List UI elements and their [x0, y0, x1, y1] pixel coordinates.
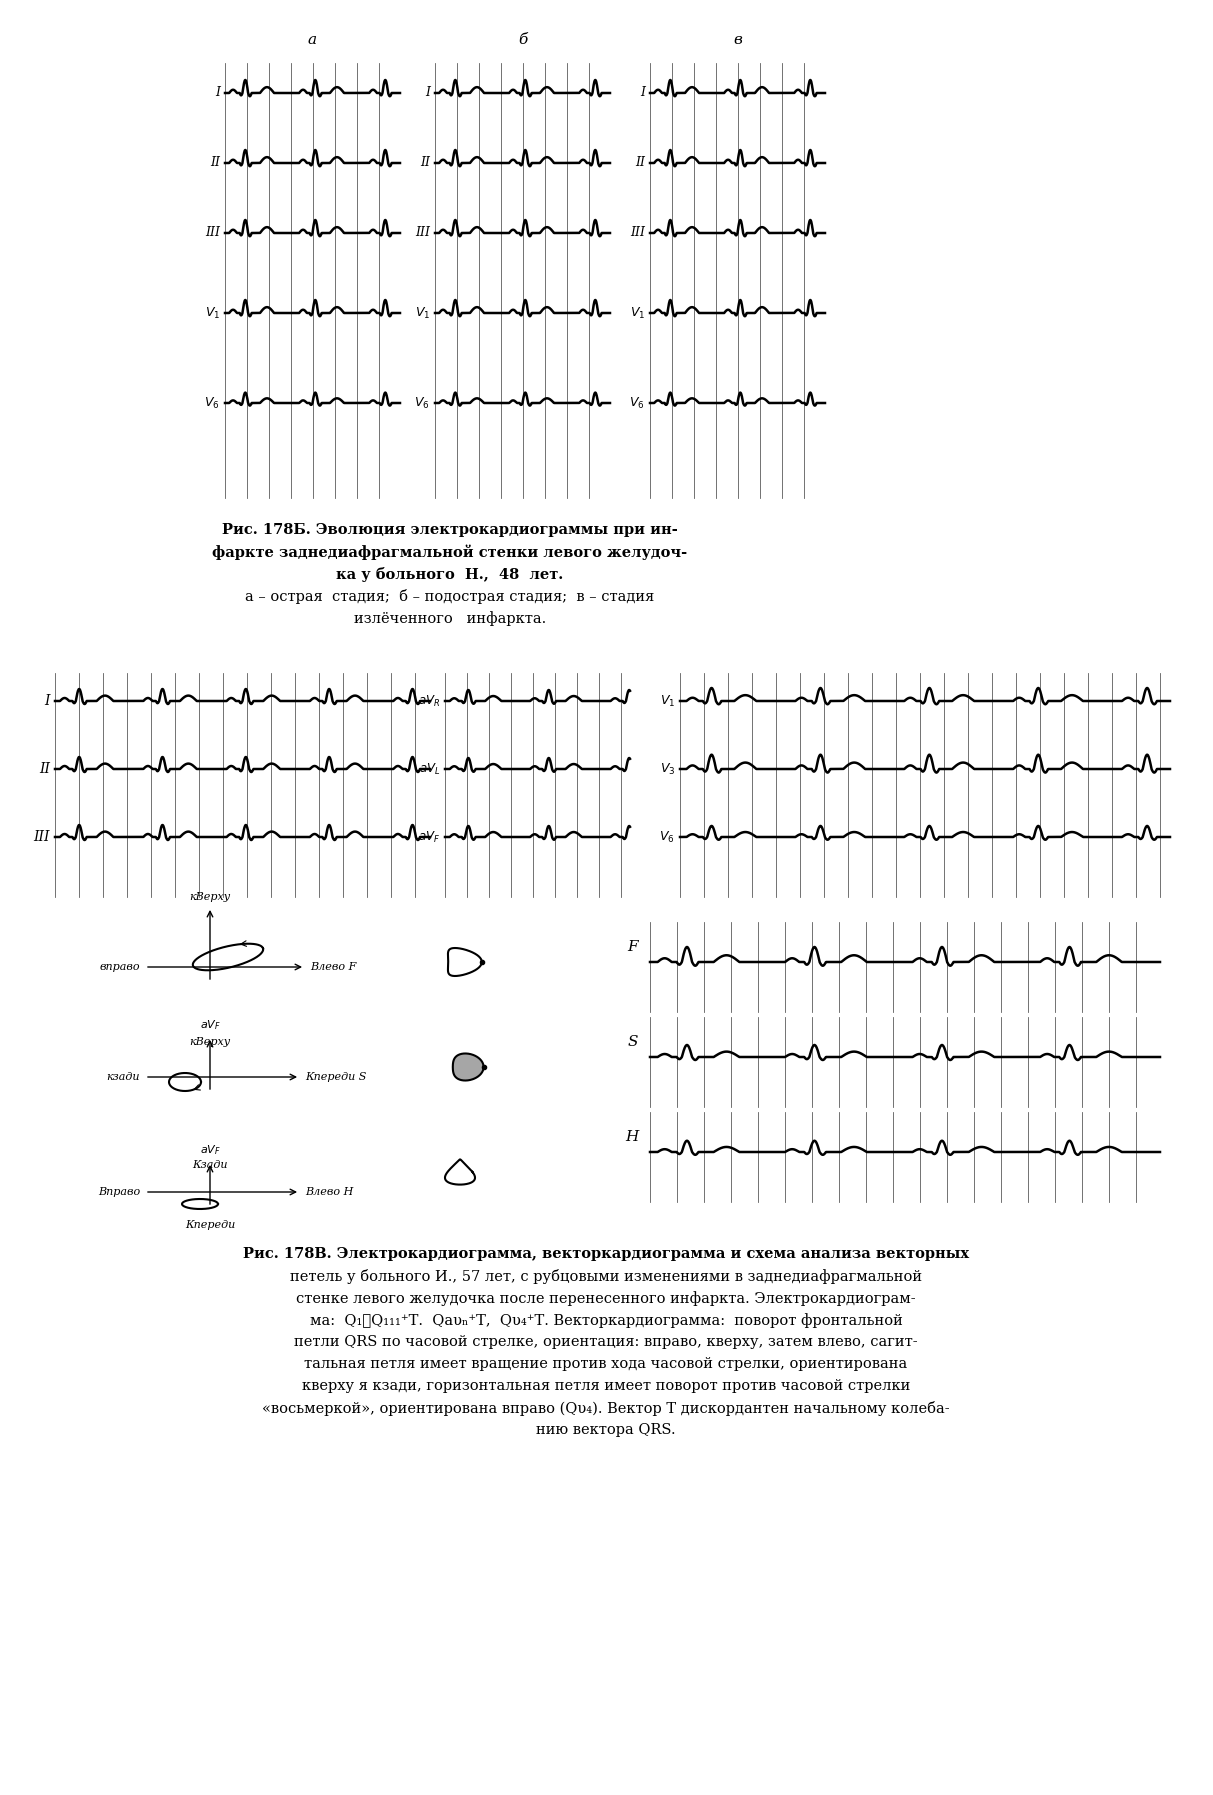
- Text: фаркте заднедиафрагмальной стенки левого желудоч-: фаркте заднедиафрагмальной стенки левого…: [212, 546, 688, 560]
- Text: кверху я кзади, горизонтальная петля имеет поворот против часовой стрелки: кверху я кзади, горизонтальная петля име…: [302, 1379, 910, 1393]
- Text: $aV_L$: $aV_L$: [418, 761, 440, 777]
- Text: S: S: [627, 1036, 638, 1048]
- Text: $V_6$: $V_6$: [205, 395, 220, 411]
- Text: $V_6$: $V_6$: [415, 395, 429, 411]
- Text: излёченного   инфаркта.: излёченного инфаркта.: [354, 610, 546, 626]
- Text: Влево F: Влево F: [311, 962, 357, 973]
- Text: $aV_F$: $aV_F$: [418, 829, 440, 845]
- Text: $V_1$: $V_1$: [415, 305, 429, 321]
- Text: Кпереди S: Кпереди S: [304, 1072, 366, 1082]
- Text: тальная петля имеет вращение против хода часовой стрелки, ориентирована: тальная петля имеет вращение против хода…: [304, 1357, 907, 1371]
- Text: III: III: [415, 226, 429, 239]
- Text: петли QRS по часовой стрелке, ориентация: вправо, кверху, затем влево, сагит-: петли QRS по часовой стрелке, ориентация…: [295, 1335, 918, 1350]
- Text: б: б: [518, 32, 528, 47]
- Text: H: H: [625, 1131, 638, 1143]
- Text: стенке левого желудочка после перенесенного инфаркта. Электрокардиограм-: стенке левого желудочка после перенесенн…: [296, 1291, 916, 1307]
- Text: F: F: [627, 941, 638, 953]
- Text: в: в: [733, 32, 742, 47]
- Text: Рис. 178В. Электрокардиограмма, векторкардиограмма и схема анализа векторных: Рис. 178В. Электрокардиограмма, векторка…: [243, 1248, 969, 1262]
- Text: $aV_F$: $aV_F$: [199, 1143, 221, 1158]
- Text: Кпереди: Кпереди: [184, 1221, 235, 1230]
- Text: III: III: [34, 829, 50, 844]
- Text: нию вектора QRS.: нию вектора QRS.: [536, 1423, 676, 1438]
- Text: $V_1$: $V_1$: [630, 305, 645, 321]
- Polygon shape: [452, 1054, 484, 1081]
- Text: I: I: [425, 86, 429, 99]
- Text: кВерху: кВерху: [189, 1038, 230, 1046]
- Text: Вправо: Вправо: [98, 1186, 139, 1197]
- Text: $V_1$: $V_1$: [660, 693, 674, 709]
- Text: Влево Н: Влево Н: [304, 1186, 353, 1197]
- Text: $V_6$: $V_6$: [660, 829, 674, 845]
- Text: $aV_R$: $aV_R$: [417, 693, 440, 709]
- Text: III: III: [630, 226, 645, 239]
- Text: Кзади: Кзади: [192, 1160, 228, 1170]
- Text: ка у больного  Н.,  48  лет.: ка у больного Н., 48 лет.: [336, 567, 564, 582]
- Text: $V_1$: $V_1$: [205, 305, 220, 321]
- Text: $V_3$: $V_3$: [660, 761, 674, 777]
- Text: кВерху: кВерху: [189, 892, 230, 903]
- Text: а: а: [308, 32, 317, 47]
- Text: II: II: [634, 156, 645, 169]
- Text: Рис. 178Б. Эволюция электрокардиограммы при ин-: Рис. 178Б. Эволюция электрокардиограммы …: [222, 522, 678, 537]
- Text: вправо: вправо: [99, 962, 139, 973]
- Text: II: II: [39, 763, 50, 775]
- Text: кзади: кзади: [107, 1072, 139, 1082]
- Text: петель у больного И., 57 лет, с рубцовыми изменениями в заднедиафрагмальной: петель у больного И., 57 лет, с рубцовым…: [290, 1269, 922, 1283]
- Text: ма:  Q₁Q₁₁₁⁺Т.  Qaυₙ⁺Т,  Qυ₄⁺Т. Векторкардиограмма:  поворот фронтальной: ма: Q₁Q₁₁₁⁺Т. Qaυₙ⁺Т, Qυ₄⁺Т. Векторкард…: [309, 1312, 902, 1328]
- Text: I: I: [640, 86, 645, 99]
- Text: $V_6$: $V_6$: [630, 395, 645, 411]
- Text: $aV_F$: $aV_F$: [199, 1018, 221, 1032]
- Text: II: II: [420, 156, 429, 169]
- Text: «восьмеркой», ориентирована вправо (Qυ₄). Вектор T дискордантен начальному колеб: «восьмеркой», ориентирована вправо (Qυ₄)…: [262, 1402, 950, 1416]
- Text: а – острая  стадия;  б – подострая стадия;  в – стадия: а – острая стадия; б – подострая стадия;…: [245, 589, 655, 603]
- Text: I: I: [215, 86, 220, 99]
- Text: I: I: [45, 695, 50, 707]
- Text: II: II: [210, 156, 220, 169]
- Text: III: III: [205, 226, 220, 239]
